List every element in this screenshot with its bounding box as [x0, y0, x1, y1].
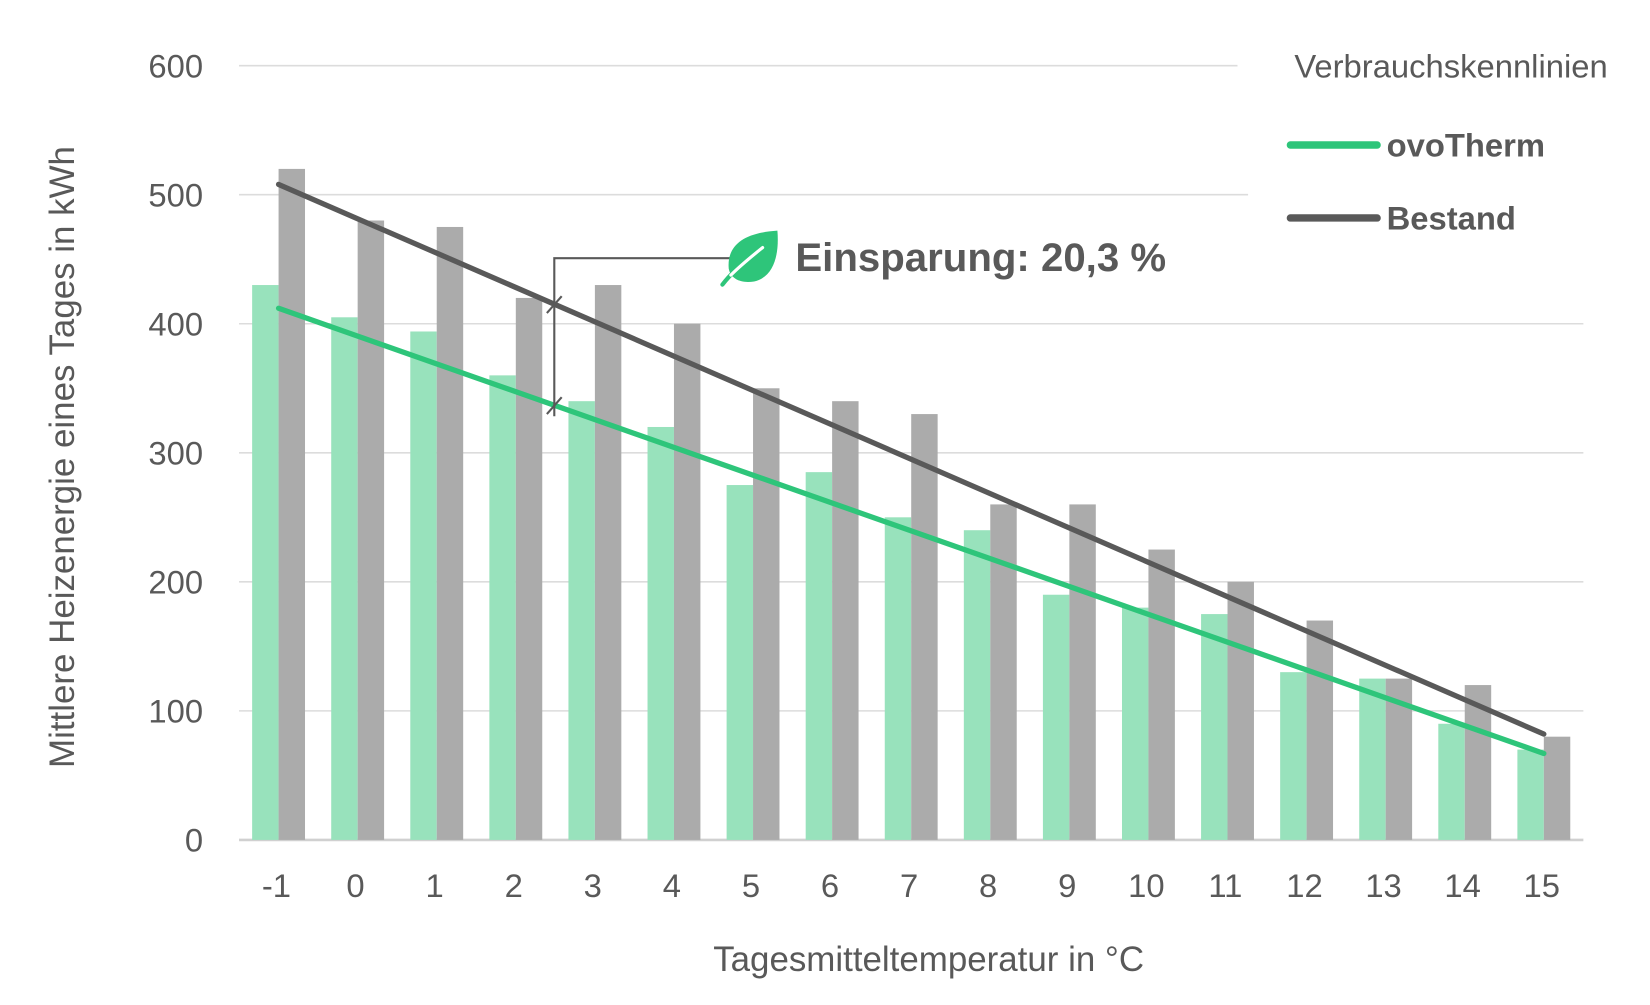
bar-ovotherm-8 — [963, 530, 991, 840]
y-tick-label: 0 — [185, 822, 203, 859]
bar-bestand-4 — [673, 323, 701, 840]
x-tick-label: 12 — [1286, 867, 1322, 904]
trendlines — [275, 181, 1547, 757]
y-tick-label: 200 — [148, 563, 203, 600]
savings-annotation: Einsparung: 20,3 % — [546, 230, 1166, 417]
bar-ovotherm-4 — [647, 426, 674, 840]
y-tick-label: 500 — [148, 176, 203, 213]
bar-ovotherm-13 — [1359, 678, 1386, 840]
savings-label: Einsparung: 20,3 % — [795, 235, 1166, 280]
bars — [252, 168, 1571, 840]
x-tick-label: 2 — [505, 867, 523, 904]
y-tick-label: 300 — [148, 434, 203, 471]
x-tick-labels: -1 0 1 2 3 4 5 6 7 8 9 10 11 12 13 14 15 — [262, 867, 1560, 904]
x-tick-label: 14 — [1444, 867, 1480, 904]
bar-ovotherm-9 — [1042, 594, 1070, 840]
legend: Verbrauchskennlinien ovoTherm Bestand — [1286, 47, 1608, 237]
x-tick-label: 3 — [584, 867, 602, 904]
bar-bestand-10 — [1148, 549, 1175, 840]
bar-bestand-6 — [832, 401, 859, 840]
bar-ovotherm-7 — [884, 517, 912, 840]
bar-ovotherm-6 — [805, 472, 833, 840]
bar-bestand-7 — [911, 414, 938, 840]
x-tick-label: 13 — [1365, 867, 1401, 904]
bar-ovotherm-11 — [1201, 614, 1228, 840]
y-axis-title: Mittlere Heizenergie eines Tages in kWh — [43, 146, 82, 768]
y-tick-labels: 0 100 200 300 400 500 600 — [148, 47, 203, 858]
x-tick-label: 11 — [1208, 867, 1242, 904]
legend-label-ovotherm: ovoTherm — [1387, 127, 1545, 164]
x-tick-label: 7 — [900, 867, 918, 904]
x-tick-label: 1 — [426, 867, 444, 904]
legend-title: Verbrauchskennlinien — [1294, 47, 1607, 84]
bar-ovotherm-1 — [410, 331, 437, 840]
x-tick-label: 10 — [1128, 867, 1164, 904]
y-tick-label: 600 — [148, 47, 203, 84]
x-tick-label: 6 — [821, 867, 839, 904]
bar-ovotherm-15 — [1517, 749, 1544, 840]
bar-ovotherm-5 — [726, 485, 754, 840]
bar-bestand-15 — [1543, 736, 1571, 840]
bar-ovotherm--1 — [252, 285, 279, 840]
bar-ovotherm-0 — [331, 317, 358, 840]
x-tick-label: 0 — [346, 867, 364, 904]
bar-bestand-1 — [436, 226, 464, 840]
x-axis-title: Tagesmitteltemperatur in °C — [713, 940, 1144, 979]
x-tick-label: 9 — [1058, 867, 1076, 904]
bar-ovotherm-2 — [489, 375, 516, 840]
trendline-ovotherm — [275, 305, 1547, 757]
bar-bestand-5 — [753, 388, 780, 840]
y-tick-label: 100 — [148, 693, 203, 730]
x-tick-label: 8 — [979, 867, 997, 904]
x-tick-label: 5 — [742, 867, 760, 904]
bar-bestand-3 — [594, 285, 622, 840]
bar-bestand-0 — [357, 220, 385, 840]
bar-bestand-8 — [990, 504, 1017, 840]
bar-ovotherm-14 — [1438, 723, 1465, 840]
bar-bestand-9 — [1069, 504, 1096, 840]
x-tick-label: 4 — [663, 867, 681, 904]
bar-ovotherm-10 — [1121, 607, 1149, 840]
bracket-tick-bottom — [546, 396, 563, 415]
trendline-bestand — [275, 181, 1547, 737]
x-tick-label: 15 — [1523, 867, 1559, 904]
leaf-icon — [720, 230, 778, 287]
bar-ovotherm-12 — [1280, 672, 1307, 840]
savings-bracket — [553, 257, 744, 417]
bar-bestand--1 — [278, 168, 306, 840]
legend-label-bestand: Bestand — [1387, 200, 1516, 237]
x-tick-label: -1 — [262, 867, 291, 904]
bar-bestand-12 — [1306, 620, 1334, 840]
bar-bestand-2 — [515, 297, 543, 840]
bracket-tick-top — [546, 295, 563, 314]
bar-bestand-11 — [1227, 581, 1254, 840]
bar-ovotherm-3 — [568, 401, 595, 840]
y-tick-label: 400 — [148, 305, 203, 342]
